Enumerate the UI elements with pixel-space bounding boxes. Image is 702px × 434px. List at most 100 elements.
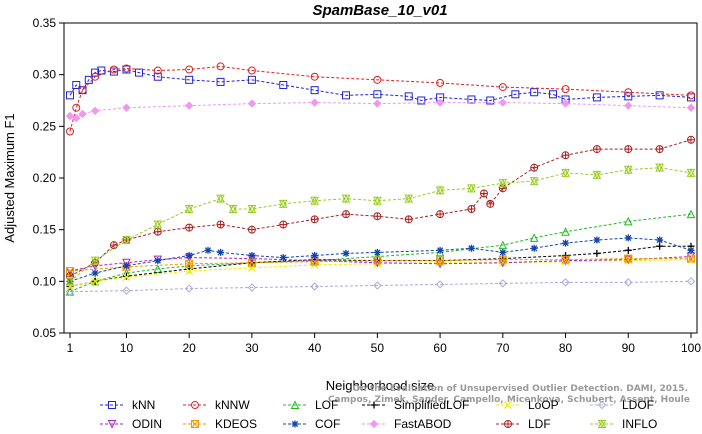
chart-title: SpamBase_10_v01 (312, 2, 447, 19)
legend-label: INFLO (622, 417, 657, 431)
data-point (247, 225, 256, 234)
data-point (498, 279, 508, 288)
data-point (247, 204, 257, 214)
data-point (656, 242, 664, 250)
data-point (373, 212, 382, 221)
data-point (184, 204, 194, 214)
data-point (122, 258, 131, 268)
data-point (686, 209, 696, 219)
data-point (687, 254, 695, 263)
data-point (373, 256, 382, 265)
x-tick-label: 70 (496, 341, 510, 355)
data-point (686, 168, 696, 178)
data-point (185, 267, 194, 275)
legend-item-fastabod: FastABOD (362, 417, 452, 431)
y-axis: 0.05 0.10 0.15 0.20 0.25 0.30 0.35 (33, 16, 64, 340)
data-point (342, 91, 350, 100)
data-point (530, 244, 538, 252)
legend-marker (370, 401, 378, 409)
data-point (655, 91, 664, 100)
x-tick-label: 40 (308, 341, 322, 355)
data-point (561, 255, 570, 264)
x-tick-label: 20 (183, 341, 197, 355)
legend-marker (191, 401, 199, 409)
x-tick-label: 10 (120, 341, 134, 355)
data-point (656, 236, 664, 244)
data-point (311, 252, 319, 259)
data-point (153, 72, 162, 81)
data-point (310, 86, 319, 95)
data-point (90, 106, 100, 116)
legend-item-simplifiedlof: SimplifiedLOF (362, 398, 469, 412)
data-point (435, 98, 445, 107)
data-point (498, 255, 507, 264)
x-tick-label: 50 (371, 341, 385, 355)
data-point (122, 273, 131, 282)
data-point (624, 246, 632, 254)
legend-marker (597, 400, 607, 410)
y-tick-label: 0.15 (33, 223, 57, 237)
data-point (247, 75, 256, 84)
legend-item-cof: COF (283, 417, 340, 431)
x-tick-label: 100 (681, 341, 701, 355)
legend-marker (504, 420, 512, 428)
data-point (153, 264, 163, 273)
data-point (373, 90, 382, 99)
series-ldof (65, 277, 696, 296)
x-tick-label: 90 (622, 341, 636, 355)
data-point (561, 256, 570, 266)
legend-item-ldof: LDOF (590, 398, 654, 412)
data-point (373, 248, 381, 256)
series-line (69, 102, 692, 119)
data-point (467, 95, 476, 104)
x-axis-label: Neighborhood size (326, 378, 434, 393)
data-point (279, 81, 288, 89)
data-point (185, 75, 194, 84)
data-point (65, 287, 75, 296)
legend-marker (107, 420, 117, 429)
data-point (122, 64, 131, 73)
series-line (69, 280, 692, 293)
y-tick-label: 0.35 (33, 16, 57, 30)
data-point (279, 254, 287, 262)
data-point (153, 227, 162, 236)
data-point (91, 72, 100, 81)
legend-marker (108, 401, 116, 409)
data-point (97, 66, 106, 75)
y-tick-label: 0.20 (33, 171, 57, 185)
data-point (217, 248, 225, 256)
series-fastabod (65, 98, 696, 123)
legend-marker (291, 420, 299, 428)
data-point (78, 86, 87, 95)
legend-marker (290, 400, 300, 409)
data-point (687, 91, 695, 100)
data-point (498, 83, 507, 92)
data-point (66, 127, 74, 136)
data-point (122, 286, 131, 295)
data-point (153, 66, 162, 75)
y-tick-label: 0.30 (33, 68, 57, 82)
data-point (561, 227, 570, 236)
data-point (204, 246, 212, 254)
data-point (404, 215, 413, 224)
data-point (66, 91, 74, 100)
legend-label: LOF (315, 398, 338, 412)
data-point (687, 135, 695, 144)
data-point (216, 77, 225, 86)
legend-label: KDEOS (215, 417, 257, 431)
data-point (91, 68, 100, 77)
data-point (185, 223, 194, 232)
legend-marker (597, 419, 607, 429)
data-point (687, 93, 695, 102)
data-point (592, 93, 601, 102)
data-point (65, 276, 75, 286)
data-point (154, 257, 162, 265)
data-point (184, 101, 194, 110)
data-point (561, 168, 570, 178)
data-point (561, 278, 570, 287)
series-cof (66, 234, 695, 285)
data-point (561, 151, 570, 160)
legend-label: LDF (528, 417, 551, 431)
series-line (69, 68, 692, 102)
